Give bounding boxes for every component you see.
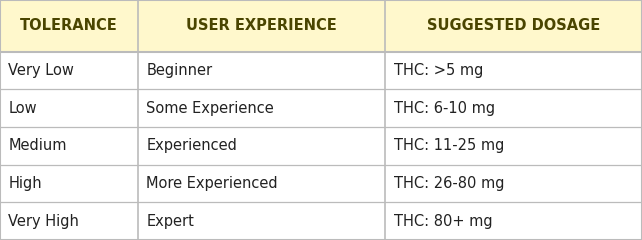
- Text: Expert: Expert: [146, 214, 195, 229]
- Text: More Experienced: More Experienced: [146, 176, 278, 191]
- Bar: [0, 89, 642, 127]
- Text: Very High: Very High: [8, 214, 79, 229]
- Text: Some Experience: Some Experience: [146, 101, 274, 116]
- Text: THC: 11-25 mg: THC: 11-25 mg: [394, 138, 504, 153]
- Text: High: High: [8, 176, 42, 191]
- Text: Very Low: Very Low: [8, 63, 74, 78]
- Text: Experienced: Experienced: [146, 138, 238, 153]
- Text: TOLERANCE: TOLERANCE: [20, 18, 118, 33]
- Text: Low: Low: [8, 101, 37, 116]
- Text: Medium: Medium: [8, 138, 67, 153]
- Text: THC: 26-80 mg: THC: 26-80 mg: [394, 176, 504, 191]
- Bar: [0, 127, 642, 165]
- Bar: [0, 52, 642, 89]
- Text: Beginner: Beginner: [146, 63, 213, 78]
- Text: THC: 80+ mg: THC: 80+ mg: [394, 214, 492, 229]
- Bar: [0, 0, 642, 52]
- Bar: [0, 202, 642, 240]
- Bar: [0, 165, 642, 202]
- Text: SUGGESTED DOSAGE: SUGGESTED DOSAGE: [427, 18, 600, 33]
- Text: THC: 6-10 mg: THC: 6-10 mg: [394, 101, 495, 116]
- Text: USER EXPERIENCE: USER EXPERIENCE: [186, 18, 337, 33]
- Text: THC: >5 mg: THC: >5 mg: [394, 63, 483, 78]
